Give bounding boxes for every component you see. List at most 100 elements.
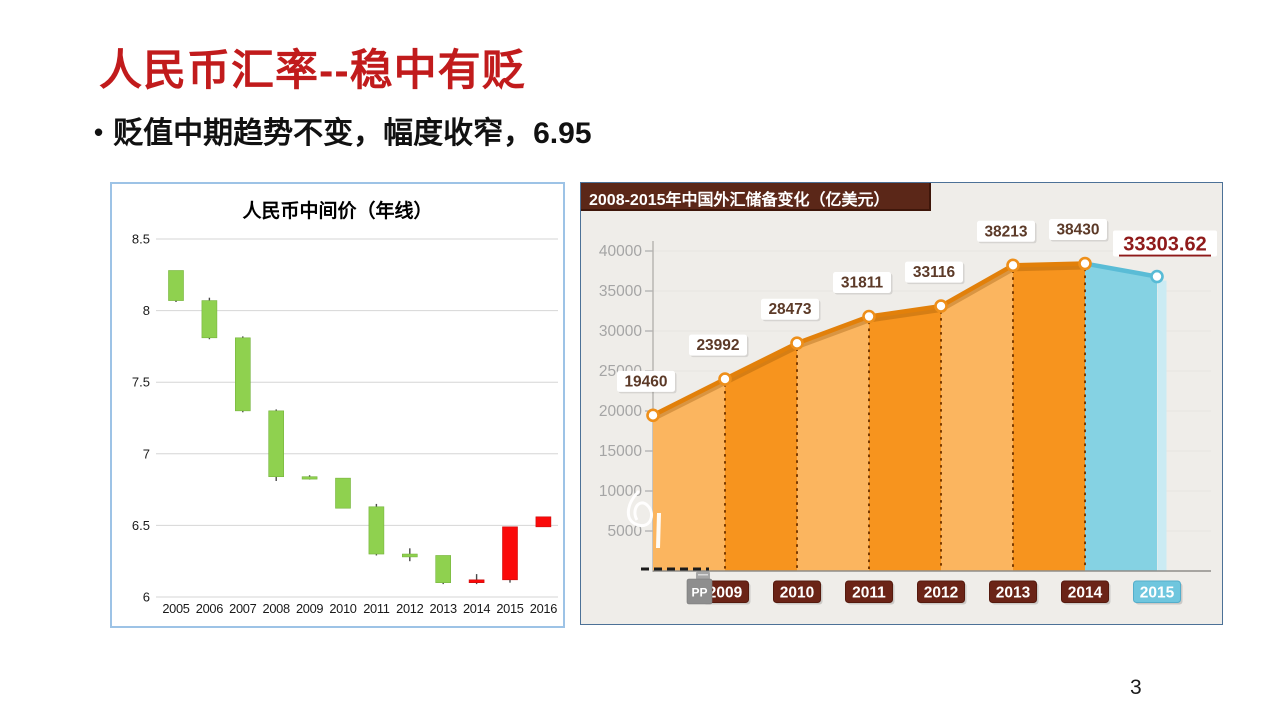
- area-segment-2010: [797, 316, 869, 571]
- data-point-2008: [646, 408, 660, 423]
- candles: [168, 270, 552, 585]
- x-tick-label: 2008: [263, 601, 290, 616]
- x-tick-label: 2012: [396, 601, 423, 616]
- data-point-2013: [1006, 258, 1020, 273]
- bullet-marker: •: [94, 117, 104, 147]
- y-tick-label: 6.5: [132, 518, 150, 533]
- area-segments: [653, 263, 1157, 571]
- value-label-bg: [977, 220, 1035, 242]
- candle-body-2008: [268, 410, 284, 478]
- x-tick-label: 2005: [162, 601, 189, 616]
- value-label: 28473: [768, 301, 811, 318]
- final-value-label: 33303.62: [1123, 234, 1206, 256]
- highlight-glow: [1157, 280, 1167, 571]
- y-tick-label: 7: [143, 446, 150, 461]
- reserves-area-chart-canvas: 4000035000300002500020000150001000050001…: [599, 219, 1217, 605]
- x-axis-labels: 2005 2006 2007 2008 2009 2010 2011 2012 2013 2014…: [162, 601, 557, 616]
- year-box-2015: [1133, 580, 1181, 603]
- data-point-2015: [1150, 269, 1164, 284]
- final-value-label-bg: [1113, 230, 1217, 257]
- value-label: 38430: [1056, 222, 1099, 239]
- candle-body-2009: [301, 476, 318, 480]
- x-tick-label: 2007: [229, 601, 256, 616]
- x-tick-label: 2010: [329, 601, 356, 616]
- data-points: [646, 256, 1164, 423]
- dotted-boundaries: [724, 268, 1086, 569]
- y-tick-label: 6: [143, 590, 150, 605]
- y-tick-label: 40000: [599, 243, 642, 260]
- candle-body-2011: [368, 506, 385, 555]
- year-box-label: 2013: [996, 585, 1031, 602]
- year-box-2010: [773, 580, 821, 603]
- y-tick-label: 5000: [608, 523, 643, 540]
- y-tick-label: 8.5: [132, 232, 150, 247]
- x-tick-label: 2016: [530, 601, 557, 616]
- value-label-bg: [761, 298, 819, 320]
- x-tick-label: 2011: [363, 601, 390, 616]
- trend-line-2015: [1082, 261, 1160, 279]
- value-label-bg: [689, 334, 747, 356]
- x-tick-label: 2009: [296, 601, 323, 616]
- year-box-label: 2015: [1140, 585, 1175, 602]
- bullet-line: • 贬值中期趋势不变，幅度收窄，6.95: [94, 108, 592, 152]
- value-label: 23992: [696, 337, 739, 354]
- candle-body-2006: [201, 300, 218, 339]
- data-point-2010: [790, 336, 804, 351]
- candle-body-2015: [502, 526, 518, 581]
- data-point-2011: [862, 309, 876, 324]
- area-segment-2012: [941, 265, 1013, 571]
- white-watermark-squiggle: [626, 489, 661, 549]
- candle-body-2014: [468, 579, 485, 583]
- slide-title: 人民币汇率--稳中有贬: [99, 47, 526, 95]
- year-box-2011: [845, 580, 893, 603]
- y-tick-label: 20000: [599, 403, 642, 420]
- bullet-text: 贬值中期趋势不变，幅度收窄，6.95: [113, 117, 592, 150]
- page-number: 3: [1130, 676, 1142, 699]
- area-segment-2014: [1085, 263, 1157, 571]
- value-label-bg: [905, 261, 963, 283]
- year-box-2012: [917, 580, 965, 603]
- y-tick-label: 8: [143, 303, 150, 318]
- value-label-bg: [833, 272, 891, 294]
- candle-body-2010: [335, 477, 351, 509]
- data-point-2012: [934, 299, 948, 313]
- value-label: 33116: [913, 264, 956, 281]
- data-point-2014: [1078, 256, 1092, 271]
- candlestick-chart-canvas: 8.5 8 7.5 7 6.5 6 2005 2006 2007 2008 2009 2010 2011…: [132, 232, 558, 616]
- candle-body-2005: [168, 270, 184, 301]
- reserves-chart-titlebar: 2008-2015年中国外汇储备变化（亿美元）: [581, 183, 931, 211]
- reserves-chart-title: 2008-2015年中国外汇储备变化（亿美元）: [589, 192, 890, 209]
- candle-body-2013: [435, 555, 452, 583]
- year-box-label: 2014: [1068, 585, 1103, 602]
- value-label: 19460: [624, 373, 667, 390]
- x-tick-label: 2015: [496, 601, 523, 616]
- y-tick-label: 35000: [599, 283, 642, 300]
- value-label: 38213: [984, 223, 1027, 240]
- area-segment-2011: [869, 306, 941, 571]
- value-labels: 19460 23992 28473 31811 33116 38213 38430 33303…: [617, 219, 1217, 394]
- x-tick-label: 2014: [463, 601, 490, 616]
- area-segment-2009: [725, 343, 797, 571]
- candle-body-2012: [401, 553, 418, 558]
- year-box-label: 2011: [852, 585, 886, 602]
- year-axis-boxes: 2009 2010 2011 2012 2013 2014 2015: [701, 580, 1183, 605]
- year-box-label: 2010: [780, 585, 814, 602]
- candlestick-chart-title: 人民币中间价（年线）: [242, 201, 433, 222]
- candle-body-2016: [535, 516, 552, 528]
- area-segment-2013: [1013, 263, 1085, 571]
- x-tick-label: 2006: [196, 601, 223, 616]
- year-box-2013: [989, 580, 1037, 603]
- y-tick-label: 30000: [599, 323, 642, 340]
- x-tick-label: 2013: [430, 601, 457, 616]
- pp-watermark-badge: PP: [686, 571, 713, 605]
- year-box-2014: [1061, 580, 1109, 603]
- area-segment-2008: [653, 379, 725, 571]
- reserves-area-chart-panel: 4000035000300002500020000150001000050001…: [580, 182, 1223, 625]
- candle-body-2007: [235, 337, 251, 412]
- y-tick-label: 15000: [599, 443, 642, 460]
- value-label: 31811: [841, 275, 884, 292]
- data-point-2009: [718, 372, 732, 386]
- value-label-bg: [1049, 219, 1107, 241]
- y-tick-label: 7.5: [132, 375, 150, 390]
